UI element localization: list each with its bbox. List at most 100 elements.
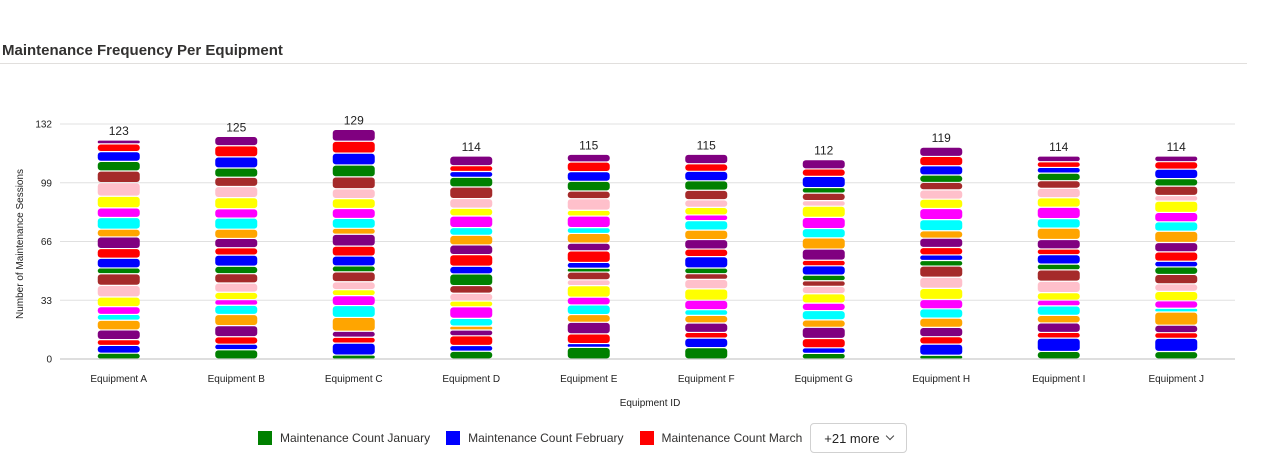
bar-segment[interactable] [1037,306,1080,315]
bar-segment[interactable] [920,209,963,220]
bar-stack[interactable] [920,147,963,359]
bar-segment[interactable] [920,255,963,260]
bar-segment[interactable] [920,166,963,175]
bar-segment[interactable] [332,256,375,266]
bar-segment[interactable] [685,323,728,332]
bar-segment[interactable] [567,315,610,322]
bar-segment[interactable] [1037,300,1080,306]
bar-segment[interactable] [802,266,845,275]
bar-segment[interactable] [685,338,728,348]
bar-segment[interactable] [332,189,375,199]
bar-segment[interactable] [332,141,375,153]
bar-segment[interactable] [450,301,493,307]
bar-segment[interactable] [567,280,610,286]
bar-segment[interactable] [567,305,610,314]
bar-segment[interactable] [450,319,493,326]
bar-segment[interactable] [802,348,845,353]
bar-segment[interactable] [1155,338,1198,351]
bar-segment[interactable] [332,296,375,305]
bar-segment[interactable] [802,275,845,281]
bar-segment[interactable] [920,266,963,277]
bar-segment[interactable] [920,199,963,208]
bar-segment[interactable] [450,307,493,318]
bar-segment[interactable] [802,294,845,303]
bar-segment[interactable] [97,307,140,314]
bar-segment[interactable] [332,219,375,228]
bar-segment[interactable] [802,201,845,206]
bar-segment[interactable] [97,353,140,359]
bar-segment[interactable] [332,129,375,141]
bar-segment[interactable] [450,235,493,245]
bar-segment[interactable] [97,161,140,171]
bar-segment[interactable] [332,246,375,256]
bar-segment[interactable] [215,157,258,168]
bar-segment[interactable] [920,344,963,355]
bar-segment[interactable] [97,208,140,217]
bar-segment[interactable] [920,300,963,309]
bar-segment[interactable] [215,229,258,238]
bar-segment[interactable] [450,330,493,336]
bar-segment[interactable] [1155,162,1198,169]
bar-segment[interactable] [1155,169,1198,178]
bar-segment[interactable] [1155,308,1198,312]
bar-stack[interactable] [567,154,610,359]
bar-segment[interactable] [685,230,728,239]
bar-segment[interactable] [450,286,493,293]
bar-segment[interactable] [685,310,728,315]
bar-segment[interactable] [802,176,845,187]
bar-segment[interactable] [685,221,728,230]
bar-segment[interactable] [1037,168,1080,173]
bar-segment[interactable] [215,146,258,157]
bar-segment[interactable] [802,354,845,359]
bar-segment[interactable] [567,216,610,228]
bar-segment[interactable] [215,305,258,314]
bar-segment[interactable] [567,348,610,359]
bar-segment[interactable] [685,171,728,181]
bar-segment[interactable] [685,215,728,221]
bar-segment[interactable] [450,255,493,266]
bar-stack[interactable] [1037,156,1080,359]
bar-segment[interactable] [450,166,493,171]
bar-segment[interactable] [1155,291,1198,301]
bar-segment[interactable] [685,164,728,171]
bar-segment[interactable] [567,297,610,305]
legend-item-march[interactable]: Maintenance Count March [639,431,802,445]
bar-segment[interactable] [450,172,493,177]
bar-segment[interactable] [1155,243,1198,252]
bar-segment[interactable] [1037,352,1080,359]
bar-segment[interactable] [1037,188,1080,198]
bar-segment[interactable] [450,245,493,255]
bar-stack[interactable] [685,154,728,359]
bar-segment[interactable] [1155,222,1198,231]
bar-segment[interactable] [332,306,375,317]
bar-segment[interactable] [567,191,610,199]
bar-stack[interactable] [802,160,845,359]
bar-segment[interactable] [97,140,140,144]
bar-segment[interactable] [685,315,728,323]
bar-segment[interactable] [567,234,610,243]
bar-segment[interactable] [332,199,375,208]
bar-segment[interactable] [802,193,845,201]
bar-segment[interactable] [450,187,493,198]
bar-segment[interactable] [920,238,963,247]
bar-segment[interactable] [1037,281,1080,293]
bar-segment[interactable] [802,339,845,348]
bar-stack[interactable] [332,129,375,359]
bar-segment[interactable] [685,181,728,190]
bar-segment[interactable] [1037,181,1080,188]
bar-segment[interactable] [332,228,375,234]
bar-segment[interactable] [567,268,610,272]
bar-segment[interactable] [567,199,610,210]
bar-segment[interactable] [215,337,258,344]
bar-segment[interactable] [567,172,610,181]
bar-segment[interactable] [1155,156,1198,162]
bar-segment[interactable] [332,272,375,282]
bar-segment[interactable] [1155,333,1198,338]
bar-segment[interactable] [1037,264,1080,270]
bar-segment[interactable] [215,209,258,218]
bar-segment[interactable] [1037,219,1080,228]
bar-segment[interactable] [1155,267,1198,274]
bar-segment[interactable] [97,268,140,274]
bar-segment[interactable] [1155,301,1198,308]
bar-segment[interactable] [332,209,375,218]
